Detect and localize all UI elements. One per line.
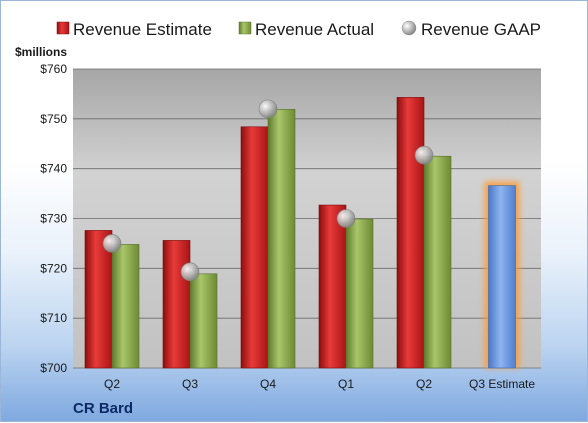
bar-revenue-actual (345, 218, 374, 369)
legend-swatch-gaap (401, 20, 417, 36)
x-tick-label: Q2 (416, 377, 432, 391)
legend-label-gaap: Revenue GAAP (421, 20, 541, 39)
legend-item-revenue-actual: Revenue Actual (238, 20, 374, 39)
legend-item-revenue-estimate: Revenue Estimate (56, 20, 212, 39)
y-tick-label: $730 (40, 212, 67, 226)
legend: Revenue Estimate Revenue Actual Revenue … (56, 20, 541, 39)
legend-label-estimate: Revenue Estimate (73, 20, 212, 39)
bar-revenue-actual (267, 109, 296, 369)
x-tick-label: Q4 (260, 377, 276, 391)
x-tick-label: Q3 (182, 377, 198, 391)
bar-revenue-actual (423, 155, 452, 369)
bar-revenue-actual (111, 244, 140, 369)
company-name: CR Bard (73, 400, 133, 417)
bar-revenue-actual (189, 273, 218, 369)
y-tick-label: $700 (40, 361, 67, 375)
y-tick-label: $720 (40, 261, 67, 275)
y-tick-label: $710 (40, 311, 67, 325)
legend-swatch-actual (238, 21, 252, 35)
y-axis-unit-label: $millions (15, 45, 67, 59)
bar-revenue-estimate (240, 126, 269, 369)
marker-revenue-gaap (336, 209, 356, 228)
gridlines (73, 68, 541, 369)
bar-revenue-estimate (162, 240, 191, 369)
legend-item-revenue-gaap: Revenue GAAP (401, 20, 541, 39)
marker-revenue-gaap (102, 234, 122, 253)
x-axis-ticks: Q2 Q3 Q4 Q1 Q2 Q3 Estimate (104, 377, 535, 391)
legend-swatch-estimate (56, 21, 70, 35)
x-tick-label: Q3 Estimate (469, 377, 535, 391)
bar-revenue-estimate (318, 204, 347, 369)
y-tick-label: $740 (40, 162, 67, 176)
bar-revenue-estimate (396, 97, 425, 369)
marker-revenue-gaap (180, 262, 200, 282)
x-tick-label: Q1 (338, 377, 354, 391)
y-axis-ticks: $700 $710 $720 $730 $740 $750 $760 (40, 62, 67, 375)
chart-marks (84, 97, 520, 369)
y-tick-label: $750 (40, 112, 67, 126)
legend-label-actual: Revenue Actual (255, 20, 374, 39)
y-tick-label: $760 (40, 62, 67, 76)
marker-revenue-gaap (414, 145, 434, 165)
bar-q3-estimate (488, 185, 516, 369)
marker-revenue-gaap (258, 99, 278, 119)
x-tick-label: Q2 (104, 377, 120, 391)
